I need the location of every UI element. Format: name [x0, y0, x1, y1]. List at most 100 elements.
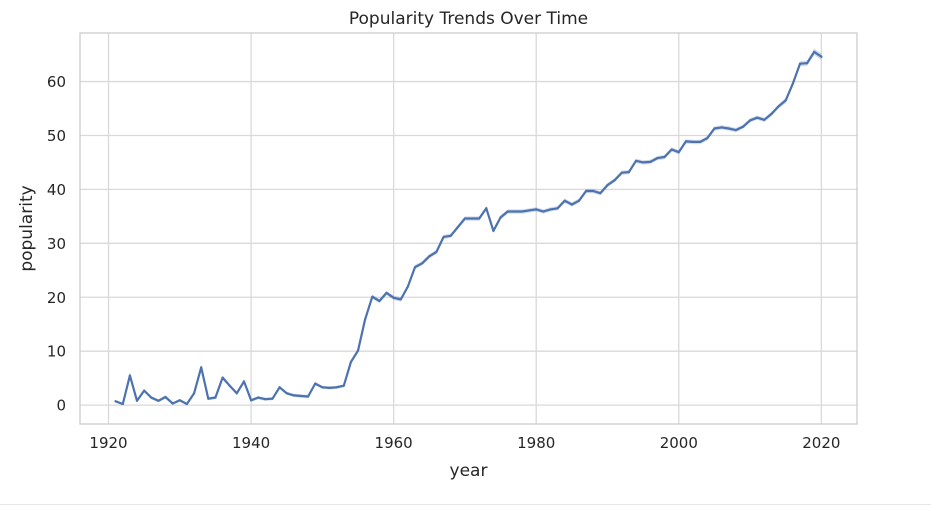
data-point [756, 116, 759, 119]
data-point [114, 400, 117, 403]
data-point [207, 397, 210, 400]
data-point [449, 234, 452, 237]
data-point [356, 349, 360, 352]
data-point [285, 392, 288, 395]
data-point [171, 402, 174, 405]
x-tick-label: 2000 [660, 434, 698, 452]
y-axis-label: popularity [17, 185, 37, 271]
data-point [806, 62, 809, 65]
data-point [741, 125, 745, 128]
data-point [535, 208, 538, 211]
data-point [563, 199, 566, 202]
data-point [585, 189, 588, 193]
x-axis-label: year [450, 461, 488, 481]
gridlines [80, 33, 857, 424]
data-point [577, 199, 581, 202]
data-point [264, 398, 267, 401]
data-point [763, 118, 766, 121]
data-point [192, 392, 196, 395]
data-point [798, 62, 802, 65]
bottom-divider [0, 504, 931, 505]
data-point [292, 394, 295, 397]
data-point [278, 386, 281, 389]
data-point [399, 298, 402, 301]
data-point [791, 82, 794, 85]
data-point [570, 203, 573, 206]
data-point [556, 207, 559, 210]
data-point [392, 296, 395, 299]
data-point [513, 210, 516, 213]
data-point [143, 389, 146, 392]
data-point [663, 155, 666, 159]
y-tick-label: 50 [47, 127, 66, 145]
data-point [713, 127, 716, 130]
x-tick-label: 2020 [802, 434, 840, 452]
data-point [606, 183, 609, 187]
data-point [777, 105, 780, 108]
data-point [684, 140, 688, 143]
data-point [706, 137, 709, 140]
data-point [720, 126, 723, 129]
data-point [214, 396, 217, 399]
data-point [527, 209, 531, 212]
data-point [257, 396, 260, 399]
data-point [200, 366, 203, 369]
data-point [435, 250, 438, 254]
data-point [135, 399, 139, 402]
data-point [699, 140, 702, 144]
data-point [492, 229, 495, 233]
data-point [421, 262, 424, 265]
data-point [164, 395, 167, 399]
data-point [349, 360, 352, 364]
data-point [335, 386, 338, 389]
data-point [342, 384, 345, 387]
data-point [442, 235, 445, 238]
data-point [485, 207, 488, 210]
data-point [428, 255, 431, 258]
data-point [307, 395, 310, 398]
data-point [228, 384, 231, 387]
data-point [328, 386, 331, 389]
data-point [770, 112, 773, 115]
chart-title: Popularity Trends Over Time [349, 9, 588, 29]
x-tick-label: 1940 [232, 434, 270, 452]
data-point [478, 217, 481, 220]
data-point [456, 226, 459, 229]
data-point [321, 386, 324, 389]
data-point [185, 402, 189, 406]
data-point [642, 161, 645, 164]
y-tick-label: 40 [47, 181, 66, 199]
data-point [385, 291, 388, 295]
x-tick-label: 1920 [89, 434, 127, 452]
data-point [784, 99, 787, 102]
data-point [506, 210, 509, 213]
data-point [371, 295, 374, 298]
y-tick-label: 20 [47, 289, 66, 307]
data-point [613, 179, 616, 182]
data-point [364, 318, 367, 321]
data-point [734, 128, 737, 132]
data-point [627, 171, 630, 174]
series-line [114, 50, 823, 406]
data-point [620, 171, 623, 174]
data-point [463, 217, 467, 220]
data-point [121, 402, 124, 406]
data-point [670, 148, 673, 151]
plot-frame [79, 32, 858, 425]
data-point [820, 55, 823, 58]
data-point [413, 265, 417, 269]
data-point [235, 392, 238, 395]
data-point [499, 216, 502, 219]
series-0 [114, 48, 823, 406]
x-tick-label: 1960 [375, 434, 413, 452]
data-point [242, 380, 246, 383]
y-tick-label: 0 [56, 397, 66, 415]
data-point [221, 376, 224, 379]
data-point [520, 210, 524, 213]
data-point [542, 210, 545, 213]
data-point [150, 396, 153, 399]
data-point [813, 50, 816, 53]
data-point [378, 299, 381, 303]
